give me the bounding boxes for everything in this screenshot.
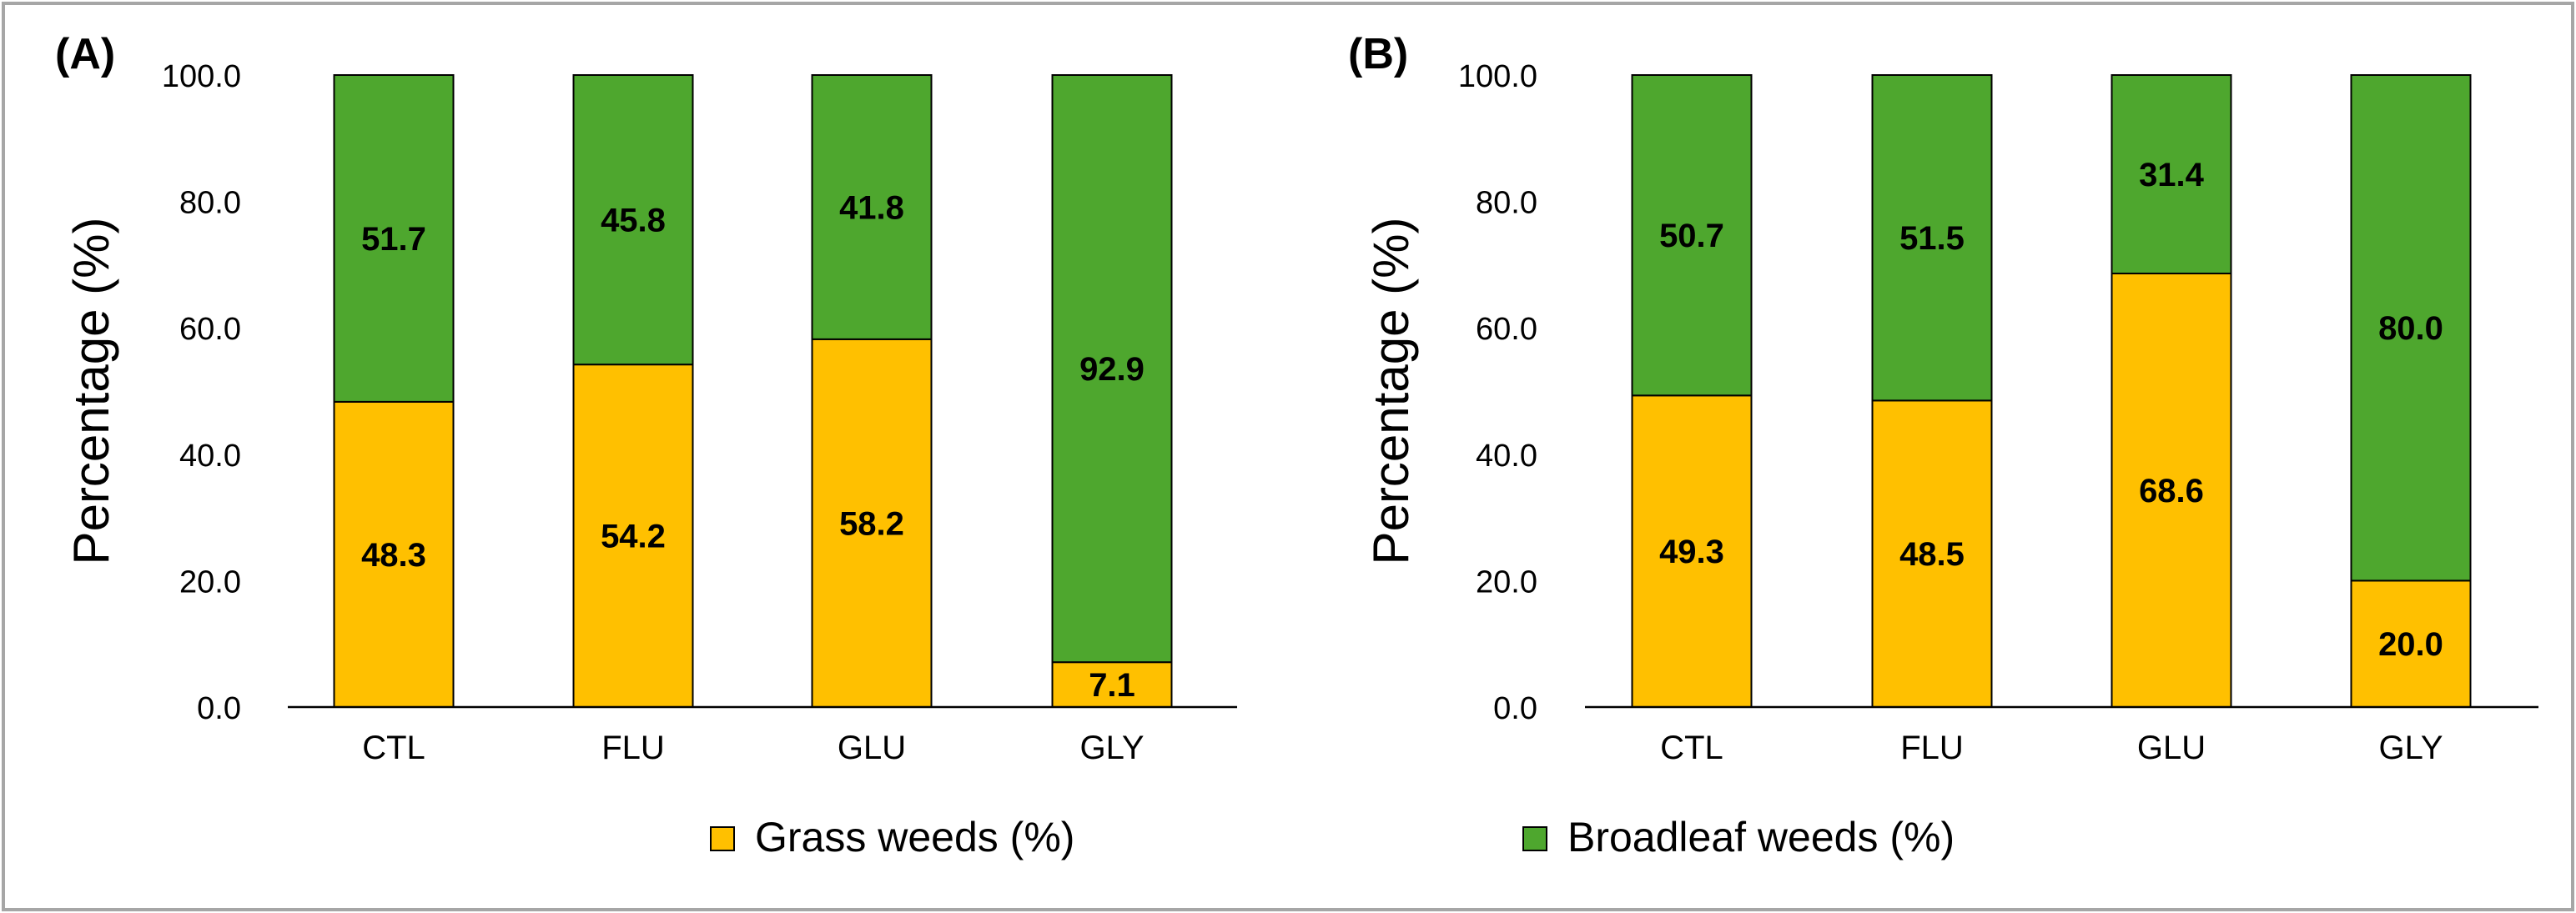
bar-grass-b-flu: [1871, 399, 1993, 708]
x-tick-label-b-glu: GLU: [2137, 730, 2206, 766]
data-label-broadleaf-b-glu: 31.4: [2139, 157, 2205, 193]
data-label-broadleaf-a-flu: 45.8: [601, 203, 666, 239]
data-label-grass-b-glu: 68.6: [2139, 473, 2204, 509]
bar-broadleaf-b-gly: [2350, 74, 2472, 582]
y-tick-label-b-0: 0.0: [1493, 691, 1537, 726]
bar-grass-a-gly: [1051, 661, 1173, 709]
y-tick-label-b-2: 40.0: [1476, 439, 1537, 474]
data-label-broadleaf-a-gly: 92.9: [1079, 351, 1145, 388]
y-tick-label-a-5: 100.0: [162, 59, 241, 94]
x-tick-label-a-glu: GLU: [838, 730, 906, 766]
y-tick-label-b-4: 80.0: [1476, 186, 1537, 221]
bar-broadleaf-a-gly: [1051, 74, 1173, 664]
data-label-grass-a-flu: 54.2: [601, 519, 666, 555]
data-label-broadleaf-b-gly: 80.0: [2378, 310, 2443, 347]
y-tick-label-a-0: 0.0: [197, 691, 241, 726]
data-label-grass-b-gly: 20.0: [2378, 626, 2443, 663]
x-tick-label-a-flu: FLU: [601, 730, 665, 766]
y-tick-label-b-1: 20.0: [1476, 564, 1537, 599]
legend-label-grass: Grass weeds (%): [755, 814, 1074, 860]
x-tick-label-b-flu: FLU: [1900, 730, 1964, 766]
y-axis-title-b: Percentage (%): [1363, 218, 1419, 565]
y-tick-label-a-1: 20.0: [179, 564, 241, 599]
y-axis-title-a: Percentage (%): [63, 218, 119, 565]
legend: Grass weeds (%) Broadleaf weeds (%): [710, 814, 1955, 860]
panel-label-a: (A): [55, 30, 115, 78]
panel-a: (A) Percentage (%) 0.0 20.0 40.0 60.0 80.0 100.…: [55, 30, 1237, 766]
x-tick-label-a-ctl: CTL: [362, 730, 425, 766]
bar-broadleaf-b-ctl: [1631, 74, 1753, 397]
legend-swatch-grass: [710, 826, 735, 851]
y-tick-label-a-2: 40.0: [179, 439, 241, 474]
bar-grass-b-gly: [2350, 579, 2472, 709]
panel-label-b: (B): [1348, 30, 1408, 78]
data-label-broadleaf-b-flu: 51.5: [1899, 220, 1965, 257]
bar-broadleaf-a-glu: [811, 74, 933, 340]
bar-grass-a-ctl: [333, 400, 455, 708]
data-label-broadleaf-a-ctl: 51.7: [361, 221, 426, 258]
y-tick-label-a-3: 60.0: [179, 312, 241, 347]
legend-swatch-broadleaf: [1522, 826, 1547, 851]
data-label-broadleaf-a-glu: 41.8: [839, 189, 904, 226]
bar-broadleaf-a-flu: [572, 74, 694, 366]
data-label-grass-b-flu: 48.5: [1899, 536, 1965, 573]
data-label-broadleaf-b-ctl: 50.7: [1659, 218, 1724, 254]
y-tick-label-b-5: 100.0: [1458, 59, 1537, 94]
legend-label-broadleaf: Broadleaf weeds (%): [1567, 814, 1955, 860]
bar-grass-a-glu: [811, 338, 933, 708]
data-label-grass-a-ctl: 48.3: [361, 537, 426, 574]
x-tick-label-b-ctl: CTL: [1660, 730, 1723, 766]
bar-broadleaf-b-flu: [1871, 74, 1993, 402]
data-label-grass-b-ctl: 49.3: [1659, 534, 1724, 570]
bar-grass-a-flu: [572, 364, 694, 708]
y-tick-label-b-3: 60.0: [1476, 312, 1537, 347]
bar-broadleaf-a-ctl: [333, 74, 455, 403]
y-tick-label-a-4: 80.0: [179, 186, 241, 221]
bar-grass-b-ctl: [1631, 394, 1753, 708]
data-label-grass-a-gly: 7.1: [1089, 667, 1135, 704]
bar-broadleaf-b-glu: [2111, 74, 2232, 275]
x-tick-label-b-gly: GLY: [2378, 730, 2443, 766]
panel-b: (B) Percentage (%) 0.0 20.0 40.0 60.0 80.0 100.…: [1348, 30, 2538, 766]
data-label-grass-a-glu: 58.2: [839, 505, 904, 542]
x-tick-label-a-gly: GLY: [1079, 730, 1144, 766]
